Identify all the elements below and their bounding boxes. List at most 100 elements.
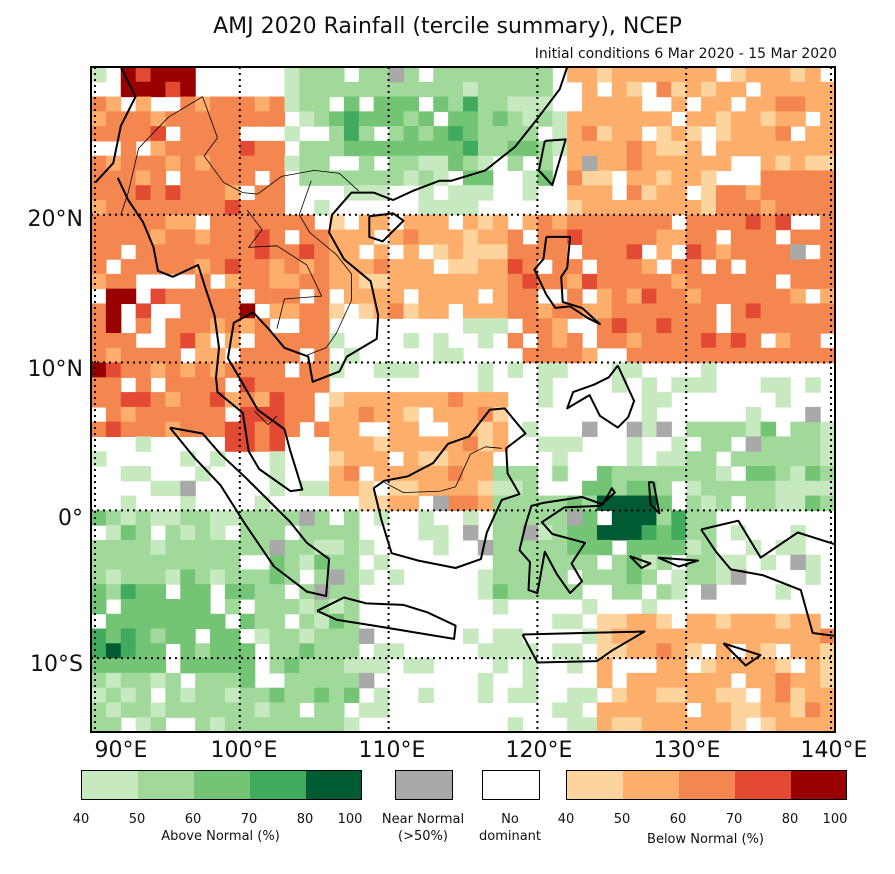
probability-cell	[596, 466, 613, 482]
probability-cell	[805, 347, 821, 364]
probability-cell	[611, 318, 628, 334]
probability-cell	[210, 569, 226, 585]
probability-cell	[195, 525, 211, 541]
probability-cell	[105, 200, 122, 216]
probability-cell	[165, 392, 181, 408]
probability-cell	[210, 259, 226, 275]
probability-cell	[760, 672, 777, 689]
probability-cell	[105, 96, 122, 112]
probability-cell	[120, 599, 137, 615]
probability-cell	[701, 480, 717, 497]
near-normal-cell	[730, 569, 747, 585]
probability-cell	[269, 421, 286, 438]
probability-cell	[343, 96, 360, 112]
probability-cell	[522, 170, 538, 186]
probability-cell	[403, 333, 419, 349]
probability-cell	[611, 288, 628, 305]
probability-cell	[626, 525, 643, 541]
lon-label-120e: 120°E	[505, 738, 573, 763]
probability-cell	[388, 126, 405, 142]
probability-cell	[730, 333, 747, 349]
probability-cell	[745, 347, 762, 364]
probability-cell	[239, 658, 256, 674]
probability-cell	[120, 155, 137, 172]
probability-cell	[314, 96, 330, 112]
probability-cell	[686, 244, 702, 260]
probability-cell	[403, 126, 419, 142]
near-normal-cell	[701, 584, 717, 600]
probability-cell	[775, 111, 791, 127]
probability-cell	[522, 347, 538, 364]
probability-cell	[656, 451, 672, 467]
probability-cell	[701, 495, 717, 511]
probability-cell	[239, 643, 256, 659]
probability-cell	[775, 392, 791, 408]
probability-cell	[343, 406, 360, 423]
probability-cell	[239, 392, 256, 408]
probability-cell	[150, 643, 166, 659]
probability-cell	[790, 229, 806, 245]
probability-cell	[180, 170, 196, 186]
probability-cell	[611, 67, 628, 83]
probability-cell	[820, 229, 836, 245]
probability-cell	[820, 200, 836, 216]
probability-cell	[254, 200, 271, 216]
probability-cell	[671, 525, 687, 541]
probability-cell	[641, 214, 658, 231]
probability-cell	[671, 200, 687, 216]
probability-cell	[180, 362, 196, 378]
probability-cell	[448, 140, 464, 157]
probability-cell	[180, 569, 196, 585]
probability-cell	[715, 628, 732, 644]
probability-cell	[507, 126, 524, 142]
probability-cell	[730, 244, 747, 260]
probability-cell	[239, 140, 256, 157]
probability-cell	[403, 406, 419, 423]
border-line	[254, 411, 278, 426]
probability-cell	[120, 539, 137, 556]
probability-cell	[284, 717, 300, 733]
probability-cell	[477, 643, 494, 659]
probability-cell	[343, 244, 360, 260]
probability-cell	[745, 613, 762, 630]
probability-cell	[448, 451, 464, 467]
probability-cell	[611, 303, 628, 319]
probability-cell	[165, 140, 181, 157]
probability-cell	[91, 702, 107, 718]
probability-cell	[552, 273, 568, 290]
probability-cell	[180, 510, 196, 526]
probability-cell	[195, 510, 211, 526]
probability-cell	[299, 140, 315, 157]
probability-cell	[775, 717, 791, 733]
probability-cell	[582, 96, 598, 112]
probability-cell	[463, 451, 479, 467]
probability-cell	[165, 347, 181, 364]
probability-cell	[120, 525, 137, 541]
probability-cell	[299, 643, 315, 659]
probability-cell	[388, 111, 405, 127]
probability-cell	[150, 362, 166, 378]
probability-cell	[671, 436, 687, 452]
probability-cell	[507, 81, 524, 98]
probability-cell	[91, 259, 107, 275]
probability-cell	[150, 672, 166, 689]
probability-cell	[805, 436, 821, 452]
probability-cell	[477, 569, 494, 585]
probability-cell	[522, 584, 538, 600]
probability-cell	[537, 111, 553, 127]
above-tick-80: 80	[296, 812, 314, 827]
probability-cell	[567, 126, 583, 142]
probability-cell	[105, 303, 122, 319]
probability-cell	[492, 214, 509, 231]
probability-cell	[626, 214, 643, 231]
colorbar-segment	[250, 771, 306, 799]
probability-cell	[433, 96, 449, 112]
coastline	[368, 212, 405, 243]
probability-cell	[552, 126, 568, 142]
probability-cell	[567, 554, 583, 571]
probability-cell	[463, 96, 479, 112]
probability-cell	[477, 214, 494, 231]
probability-cell	[224, 628, 241, 644]
probability-cell	[582, 569, 598, 585]
probability-cell	[582, 273, 598, 290]
